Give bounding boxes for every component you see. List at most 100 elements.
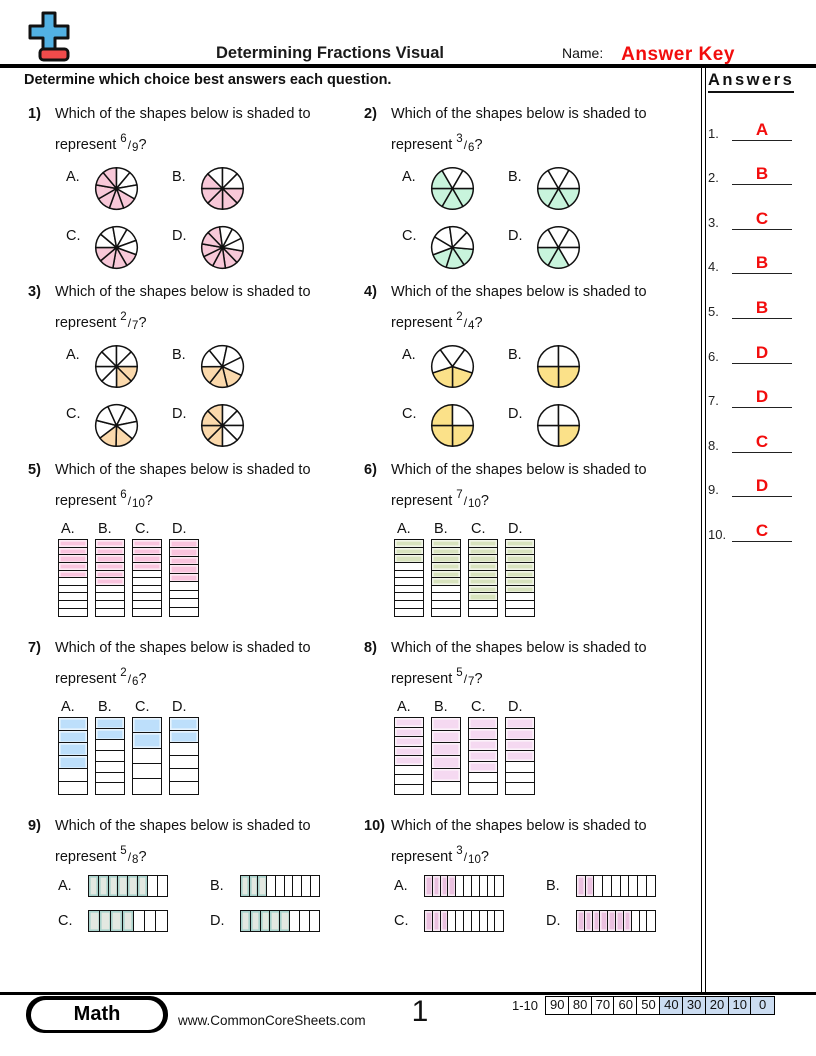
question-text: Which of the shapes below is shaded to re…	[55, 636, 311, 695]
pie-chart	[94, 344, 139, 389]
question: 10) Which of the shapes below is shaded t…	[360, 807, 696, 957]
choice: C.	[66, 225, 172, 270]
question-text-line1: Which of the shapes below is shaded to	[55, 106, 311, 122]
answer-number: 8.	[708, 437, 719, 453]
choice: C.	[132, 699, 162, 796]
choices: A. B. C. D.	[394, 875, 690, 932]
choice: B.	[210, 875, 362, 897]
choice: B.	[95, 699, 125, 796]
answer-number: 10.	[708, 526, 727, 542]
fraction-bar	[88, 875, 169, 897]
question-text: Which of the shapes below is shaded to re…	[55, 280, 311, 339]
choice-label: D.	[546, 913, 561, 929]
choice: A.	[66, 344, 172, 389]
fraction: 6/9	[120, 133, 139, 154]
question-header: 2) Which of the shapes below is shaded to…	[364, 102, 690, 161]
choice: D.	[505, 521, 535, 617]
choice: A.	[402, 166, 508, 211]
choice-label: C.	[66, 228, 81, 244]
stack-cell	[132, 607, 162, 617]
choice: B.	[508, 166, 614, 211]
question: 9) Which of the shapes below is shaded to…	[24, 807, 360, 957]
score-cell: 50	[636, 996, 661, 1015]
question-text-line1: Which of the shapes below is shaded to	[55, 284, 311, 300]
choice: C.	[66, 403, 172, 448]
answer-row: 1. A	[708, 101, 810, 146]
question-number: 3)	[28, 284, 41, 300]
fraction-bar	[424, 910, 504, 932]
answer-row: 2. B	[708, 146, 810, 191]
pie-chart	[200, 403, 245, 448]
answer-row: 4. B	[708, 235, 810, 280]
bar-stack	[468, 539, 498, 617]
answer-letter: D	[755, 342, 769, 362]
bar-stack	[394, 717, 424, 796]
question-header: 8) Which of the shapes below is shaded to…	[364, 636, 690, 695]
choice-label: B.	[508, 169, 522, 185]
score-cell: 20	[704, 996, 730, 1015]
choice: B.	[95, 521, 125, 617]
worksheet-title: Determining Fractions Visual	[215, 44, 444, 62]
answer-letter: D	[755, 476, 769, 496]
stack-cell	[169, 780, 199, 795]
pie-chart	[430, 166, 475, 211]
answers-divider	[701, 66, 706, 993]
choice: B.	[546, 875, 698, 897]
question-number: 7)	[28, 640, 41, 656]
choice: D.	[546, 910, 698, 932]
choice: D.	[508, 225, 614, 270]
question-text-line2: represent 2/7?	[55, 311, 147, 332]
choice-label: B.	[508, 347, 522, 363]
question-header: 7) Which of the shapes below is shaded to…	[28, 636, 354, 695]
choice-label: D.	[172, 228, 187, 244]
choice: C.	[402, 403, 508, 448]
question-text-line1: Which of the shapes below is shaded to	[55, 818, 311, 834]
choice-label: B.	[172, 347, 186, 363]
score-cell: 0	[750, 996, 775, 1015]
plus-icon	[28, 11, 70, 53]
bar-cell	[308, 910, 321, 932]
choice-label: B.	[98, 699, 112, 715]
question-header: 9) Which of the shapes below is shaded to…	[28, 814, 354, 873]
question: 2) Which of the shapes below is shaded to…	[360, 95, 696, 273]
score-cells: 90 80 70 60 50 40 30 20 10 0	[545, 996, 775, 1015]
question: 6) Which of the shapes below is shaded to…	[360, 451, 696, 629]
choice: A.	[394, 875, 546, 897]
question-number: 4)	[364, 284, 377, 300]
stack-cell	[95, 607, 125, 617]
stack-cell	[505, 782, 535, 796]
question-header: 10) Which of the shapes below is shaded t…	[364, 814, 690, 873]
question-text-line2: represent 5/8?	[55, 845, 147, 866]
answer-number: 2.	[708, 170, 719, 186]
pie-chart	[200, 225, 245, 270]
choices: A. B. C. D.	[58, 521, 354, 618]
answers-list: 1. A 2. B 3. C 4. B 5. B 6. D 7. D 8. C 9. D 10. C	[708, 101, 810, 547]
choice-label: C.	[394, 913, 409, 929]
choice-label: D.	[172, 699, 187, 715]
page-number: 1	[411, 995, 429, 1028]
answer-number: 4.	[708, 259, 719, 275]
choice-label: D.	[172, 406, 187, 422]
answer-line: C	[732, 432, 792, 453]
question: 4) Which of the shapes below is shaded to…	[360, 273, 696, 451]
choice-label: A.	[61, 521, 75, 537]
choice: D.	[505, 699, 535, 796]
question-text-line1: Which of the shapes below is shaded to	[391, 284, 647, 300]
question-text-line2: represent 5/7?	[391, 667, 483, 688]
score-cell: 60	[613, 996, 638, 1015]
choice: C.	[132, 521, 162, 617]
question-text-line2: represent 2/6?	[55, 667, 147, 688]
answer-row: 5. B	[708, 279, 810, 324]
choice: B.	[172, 344, 278, 389]
answer-number: 5.	[708, 303, 719, 319]
score-cell: 40	[659, 996, 684, 1015]
score-cell: 30	[681, 996, 707, 1015]
choice: A.	[58, 521, 88, 617]
choice: C.	[394, 910, 546, 932]
question-text: Which of the shapes below is shaded to re…	[55, 814, 311, 873]
choice: D.	[172, 225, 278, 270]
site-url: www.CommonCoreSheets.com	[178, 1013, 366, 1028]
answers-panel: Answers 1. A 2. B 3. C 4. B 5. B 6. D 7. D 8. C 9. D 10. C	[708, 71, 810, 547]
score-cell: 70	[590, 996, 616, 1015]
bar-cell	[155, 910, 168, 932]
